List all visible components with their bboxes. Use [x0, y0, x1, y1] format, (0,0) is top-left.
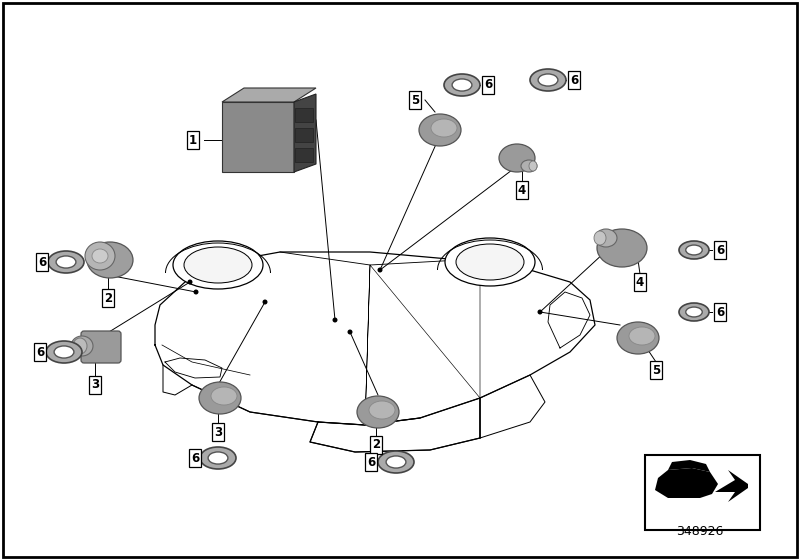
- Text: 3: 3: [91, 379, 99, 391]
- Text: 4: 4: [518, 184, 526, 197]
- Circle shape: [187, 279, 193, 284]
- Circle shape: [333, 318, 338, 323]
- Text: 6: 6: [716, 306, 724, 319]
- Circle shape: [194, 290, 198, 295]
- Ellipse shape: [686, 245, 702, 255]
- Ellipse shape: [71, 336, 93, 356]
- Ellipse shape: [87, 242, 133, 278]
- Ellipse shape: [200, 447, 236, 469]
- Text: 2: 2: [104, 292, 112, 305]
- Ellipse shape: [629, 327, 655, 345]
- Circle shape: [619, 245, 625, 250]
- Text: 5: 5: [652, 363, 660, 376]
- Ellipse shape: [211, 387, 237, 405]
- Polygon shape: [294, 94, 316, 172]
- Ellipse shape: [85, 242, 115, 270]
- Ellipse shape: [73, 338, 87, 354]
- Ellipse shape: [448, 121, 460, 135]
- FancyBboxPatch shape: [81, 331, 121, 363]
- Ellipse shape: [538, 74, 558, 86]
- Polygon shape: [668, 460, 710, 472]
- Circle shape: [218, 390, 222, 395]
- Ellipse shape: [499, 144, 535, 172]
- Ellipse shape: [92, 249, 108, 263]
- Ellipse shape: [594, 231, 606, 245]
- Ellipse shape: [419, 114, 461, 146]
- Ellipse shape: [595, 229, 617, 247]
- Text: 2: 2: [372, 438, 380, 451]
- Ellipse shape: [184, 247, 252, 283]
- Ellipse shape: [597, 229, 647, 267]
- Ellipse shape: [679, 241, 709, 259]
- Polygon shape: [222, 88, 316, 102]
- Text: 6: 6: [38, 255, 46, 268]
- Circle shape: [378, 268, 382, 273]
- Text: 5: 5: [411, 94, 419, 106]
- Text: 6: 6: [36, 346, 44, 358]
- Text: 4: 4: [636, 276, 644, 288]
- Ellipse shape: [357, 396, 399, 428]
- Circle shape: [635, 335, 641, 340]
- Text: 348926: 348926: [676, 525, 724, 538]
- Text: 6: 6: [191, 451, 199, 464]
- Ellipse shape: [386, 403, 398, 417]
- Ellipse shape: [686, 307, 702, 317]
- Ellipse shape: [173, 241, 263, 289]
- Bar: [295, 128, 313, 142]
- Ellipse shape: [369, 401, 395, 419]
- Ellipse shape: [452, 79, 472, 91]
- Ellipse shape: [228, 389, 240, 403]
- Ellipse shape: [48, 251, 84, 273]
- Text: 6: 6: [570, 73, 578, 86]
- Ellipse shape: [679, 303, 709, 321]
- Circle shape: [375, 404, 381, 409]
- Text: 6: 6: [367, 455, 375, 469]
- Ellipse shape: [386, 456, 406, 468]
- Circle shape: [262, 300, 267, 305]
- Bar: [295, 148, 313, 162]
- Ellipse shape: [46, 341, 82, 363]
- Ellipse shape: [444, 74, 480, 96]
- Ellipse shape: [199, 382, 241, 414]
- Bar: [645, 455, 760, 530]
- Circle shape: [538, 310, 542, 315]
- Ellipse shape: [456, 244, 524, 280]
- Ellipse shape: [521, 160, 537, 172]
- Ellipse shape: [56, 256, 76, 268]
- Ellipse shape: [445, 238, 535, 286]
- Text: 3: 3: [214, 426, 222, 438]
- Ellipse shape: [54, 346, 74, 358]
- Circle shape: [347, 329, 353, 334]
- Ellipse shape: [378, 451, 414, 473]
- Ellipse shape: [208, 452, 228, 464]
- Text: 1: 1: [189, 133, 197, 147]
- Ellipse shape: [646, 329, 658, 343]
- Bar: [295, 108, 313, 122]
- Ellipse shape: [617, 322, 659, 354]
- Circle shape: [93, 346, 98, 351]
- Polygon shape: [655, 468, 718, 498]
- Polygon shape: [715, 470, 748, 502]
- Bar: [222, 102, 294, 172]
- Ellipse shape: [529, 161, 537, 171]
- Text: 6: 6: [716, 244, 724, 256]
- Circle shape: [514, 156, 519, 161]
- Ellipse shape: [530, 69, 566, 91]
- Text: 6: 6: [484, 78, 492, 91]
- Ellipse shape: [431, 119, 457, 137]
- Circle shape: [102, 253, 107, 258]
- Circle shape: [438, 128, 442, 133]
